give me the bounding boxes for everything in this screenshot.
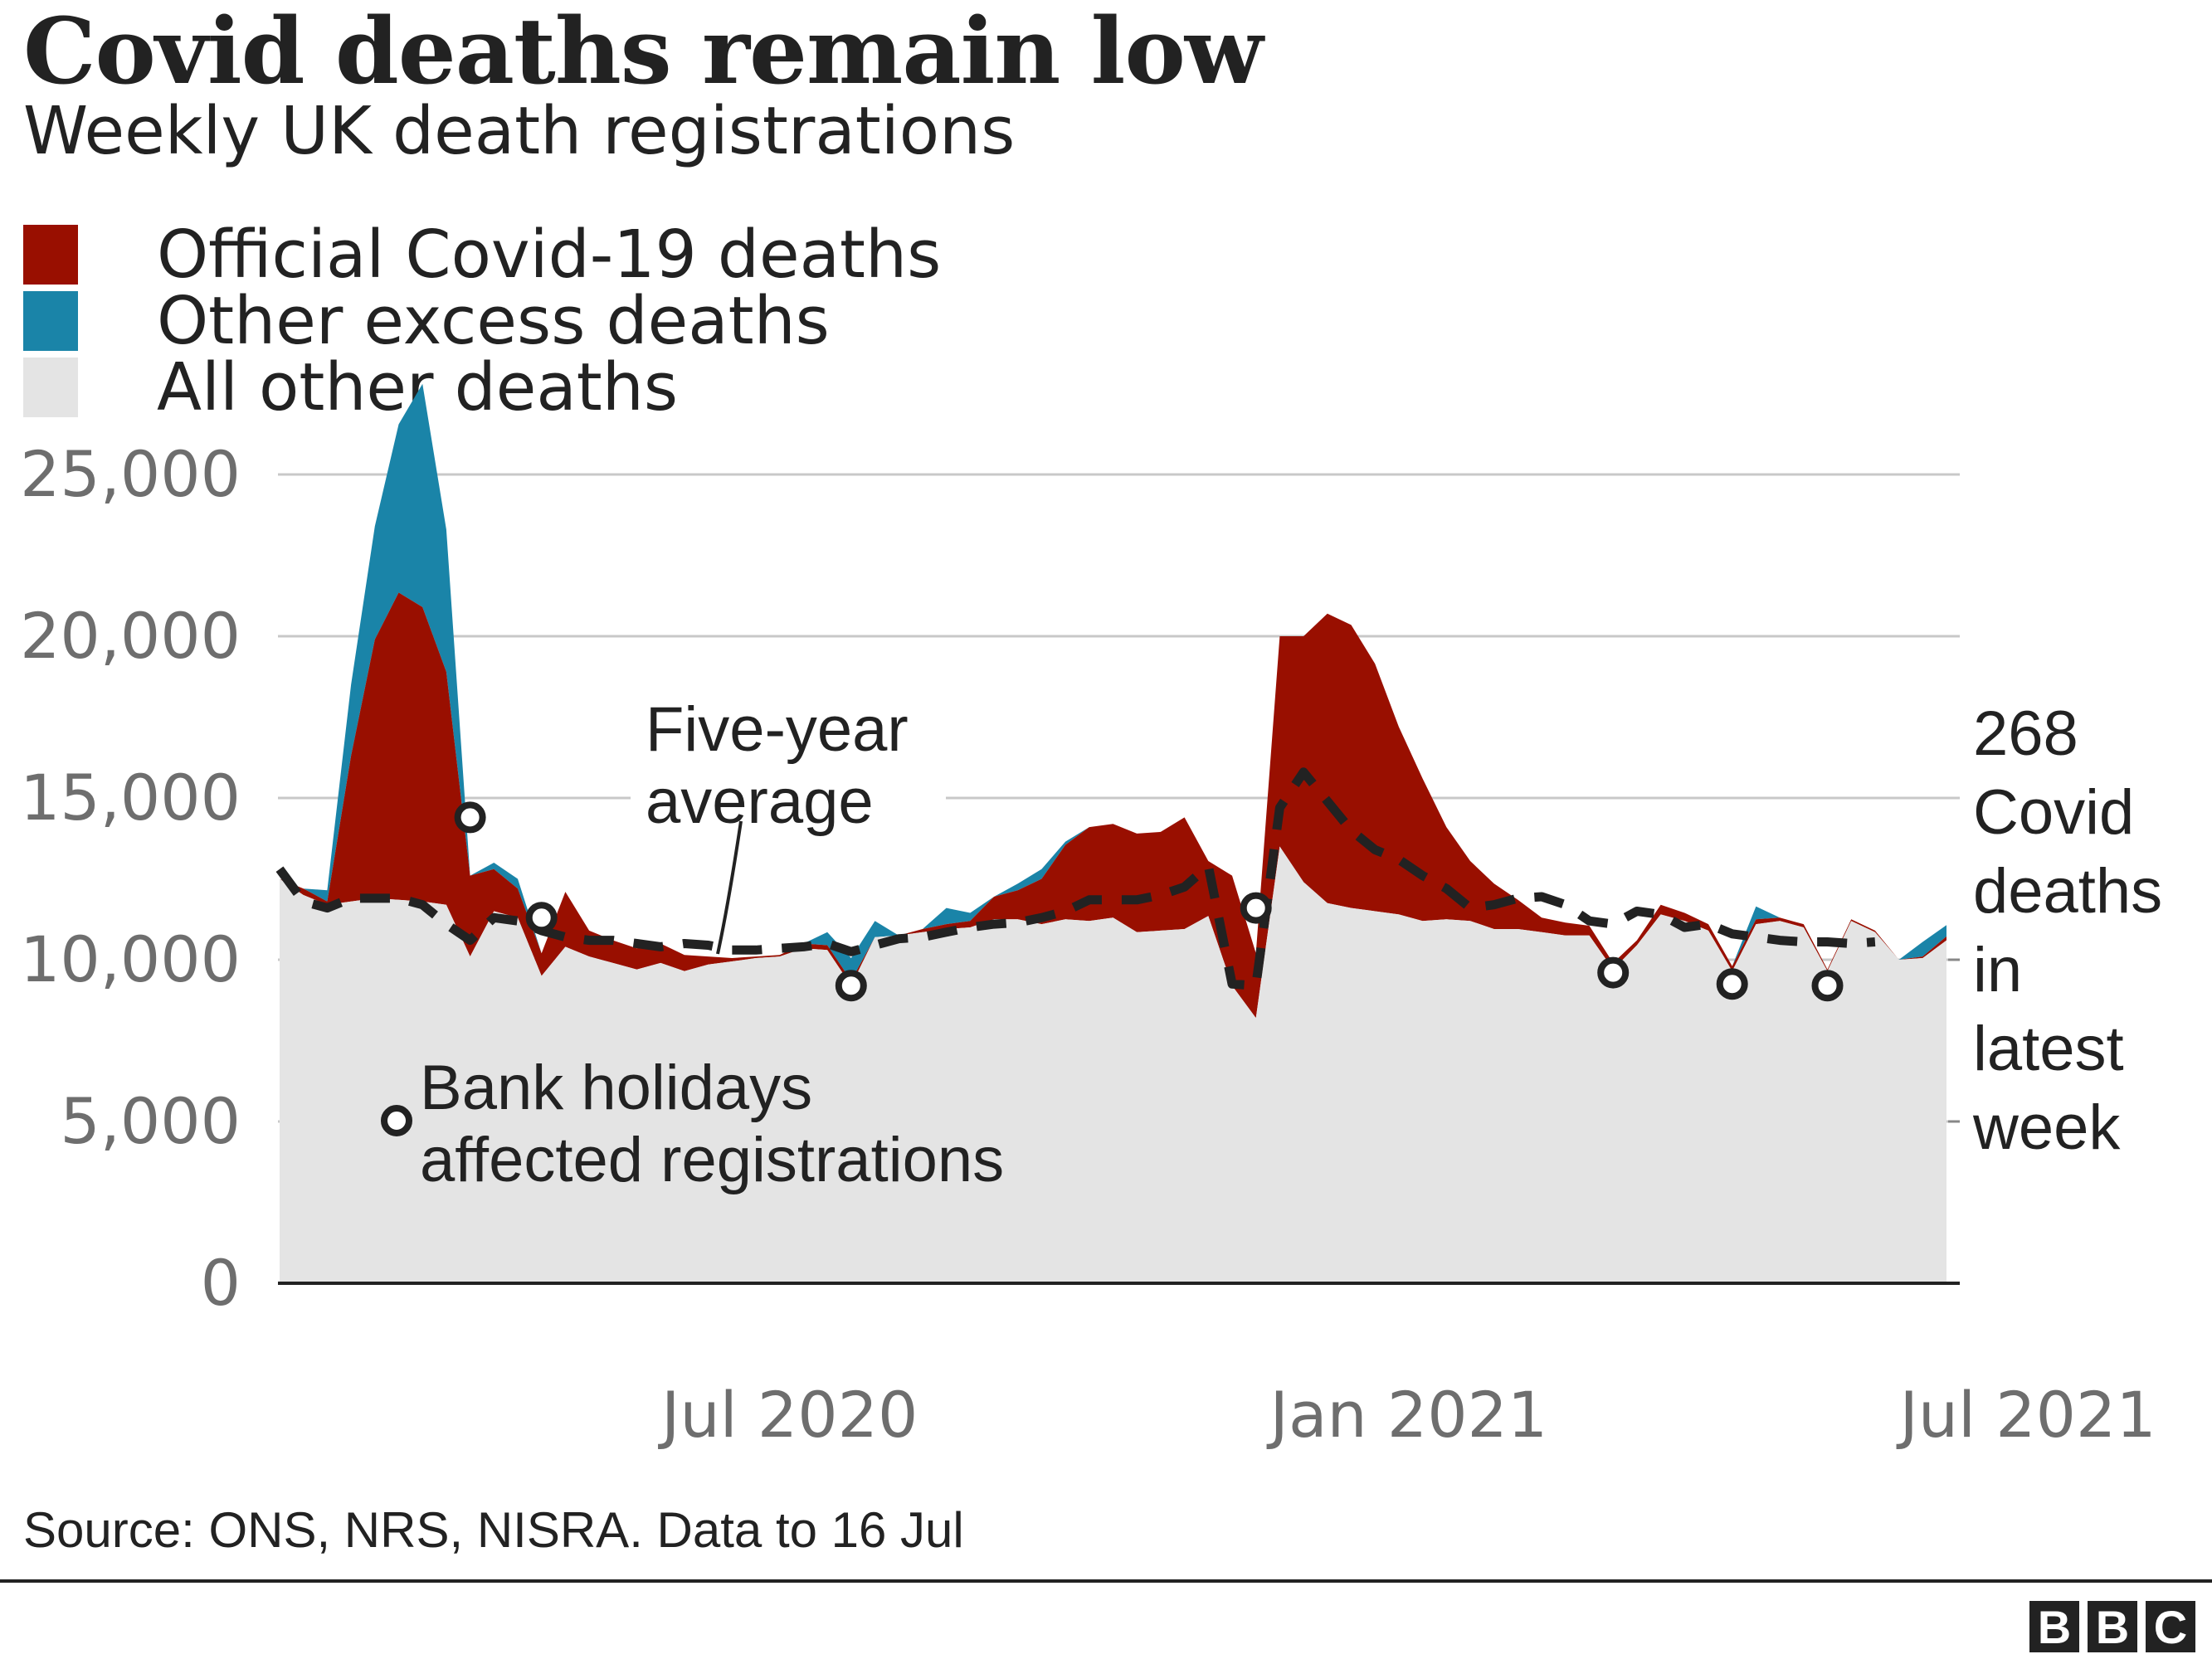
legend-item-excess: Other excess deaths (23, 283, 830, 359)
bank-holiday-marker-2 (525, 902, 558, 934)
bbc-logo: B B C (2029, 1601, 2195, 1653)
y-tick-label-5000: 5,000 (60, 1084, 241, 1158)
area-all-other-deaths (280, 846, 1946, 1283)
y-tick-label-0: 0 (201, 1246, 241, 1320)
average-leader-line (716, 820, 743, 955)
bank-holiday-marker-5 (1597, 956, 1630, 989)
bank-holiday-marker-6 (1716, 968, 1748, 1000)
bank-holiday-marker-4 (1240, 892, 1272, 924)
legend-item-covid: Official Covid-19 deaths (23, 216, 941, 293)
legend-swatch-covid (23, 225, 78, 285)
y-tick-label-15000: 15,000 (20, 761, 241, 834)
bank-holiday-marker-1 (454, 801, 486, 834)
footer-rule (0, 1579, 2212, 1583)
bank-holiday-marker-7 (1811, 970, 1844, 1002)
latest-label-line-5: latest (1973, 1014, 2124, 1084)
y-tick-label-10000: 10,000 (20, 922, 241, 996)
legend-swatch-excess (23, 291, 78, 351)
bank-holiday-marker-3 (835, 970, 867, 1002)
bbc-logo-b1: B (2029, 1601, 2079, 1653)
y-tick-label-25000: 25,000 (20, 437, 241, 511)
bank-holiday-legend-marker (381, 1105, 412, 1136)
bank-holiday-markers (454, 801, 1844, 1002)
y-axis-ticks: 0 5,000 10,000 15,000 20,000 25,000 (20, 437, 1960, 1320)
average-label-line-1: Five-year (646, 694, 909, 765)
source-note: Source: ONS, NRS, NISRA. Data to 16 Jul (23, 1502, 964, 1558)
latest-label-line-6: week (1972, 1092, 2121, 1163)
x-tick-label-1: Jul 2020 (658, 1378, 918, 1452)
area-official-covid-deaths (280, 592, 1946, 1019)
x-axis-ticks: Jul 2020 Jan 2021 Jul 2021 (658, 1378, 2156, 1452)
latest-label-line-4: in (1973, 935, 2022, 1005)
chart-title: Covid deaths remain low (23, 0, 1264, 105)
bbc-logo-c: C (2146, 1601, 2195, 1653)
bbc-logo-b2: B (2088, 1601, 2137, 1653)
chart-subtitle: Weekly UK death registrations (23, 93, 1016, 169)
x-tick-label-3: Jul 2021 (1896, 1378, 2156, 1452)
average-label-background (631, 701, 946, 896)
area-series (280, 383, 1946, 1283)
latest-label-line-2: Covid (1973, 777, 2134, 848)
x-tick-label-2: Jan 2021 (1267, 1378, 1548, 1452)
latest-label-line-1: 268 (1973, 698, 2078, 769)
legend-label-covid: Official Covid-19 deaths (157, 216, 942, 293)
bank-holiday-label-line-1: Bank holidays (420, 1053, 812, 1123)
bank-holiday-label-line-2: affected registrations (420, 1125, 1004, 1195)
legend-label-excess: Other excess deaths (157, 283, 830, 359)
latest-week-label: 268 Covid deaths in latest week (1972, 698, 2162, 1163)
latest-label-line-3: deaths (1973, 856, 2162, 927)
y-tick-label-20000: 20,000 (20, 599, 241, 673)
legend-swatch-other (23, 358, 78, 417)
average-label-line-2: average (646, 766, 874, 837)
